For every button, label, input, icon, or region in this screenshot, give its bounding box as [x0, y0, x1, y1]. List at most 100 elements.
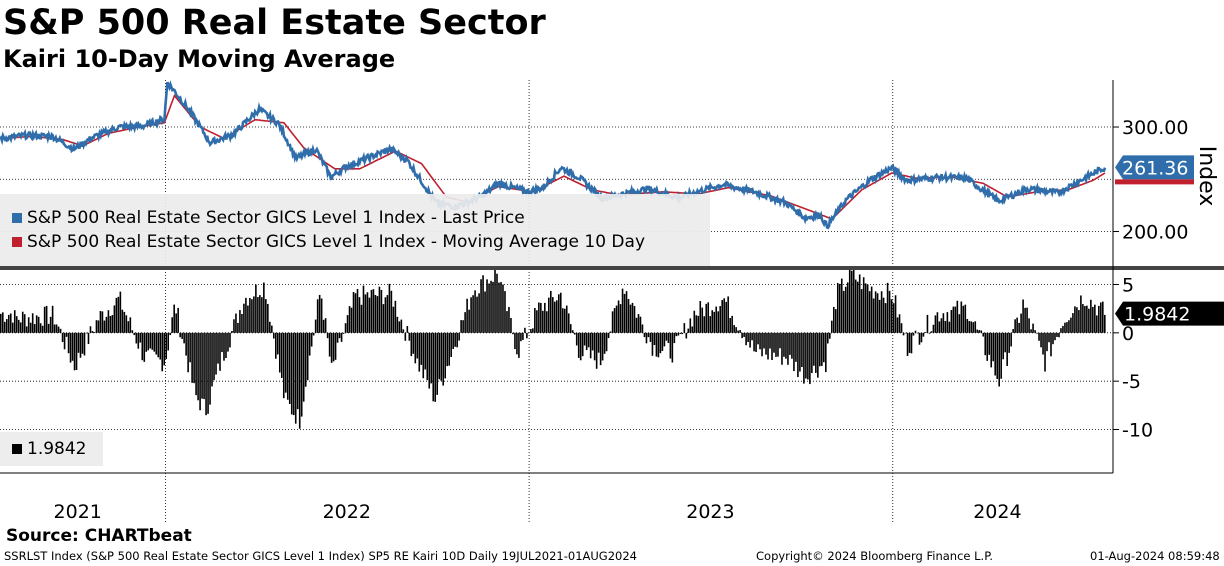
kairi-bar: [81, 332, 84, 354]
kairi-bar: [661, 332, 664, 351]
kairi-bar: [793, 332, 795, 372]
last-price-value: 261.36: [1122, 157, 1188, 179]
kairi-bar: [872, 298, 875, 333]
kairi-bar: [199, 332, 201, 411]
kairi-bar: [422, 332, 425, 379]
kairi-bar: [324, 318, 327, 333]
kairi-bar: [639, 316, 642, 333]
kairi-bar: [1068, 320, 1070, 333]
kairi-bar: [898, 314, 901, 333]
kairi-bar: [892, 303, 895, 333]
kairi-bar: [591, 332, 594, 351]
kairi-bar: [330, 332, 333, 363]
kairi-bar: [61, 332, 64, 343]
kairi-bar: [185, 332, 187, 356]
kairi-bar: [834, 309, 837, 333]
kairi-bar: [113, 305, 116, 333]
kairi-bar: [912, 332, 915, 336]
kairi-bar: [65, 332, 68, 337]
kairi-bar: [296, 332, 299, 410]
kairi-bar: [344, 323, 347, 333]
kairi-bar: [434, 332, 437, 402]
kairi-bar: [1006, 332, 1008, 366]
kairi-bar: [404, 332, 407, 341]
kairi-bar: [922, 332, 925, 337]
kairi-bar: [1032, 323, 1034, 333]
kairi-bars: [0, 268, 1106, 429]
kairi-bar: [1, 312, 4, 333]
kairi-bar: [1096, 315, 1098, 333]
kairi-bar: [1056, 332, 1058, 337]
kairi-bar: [735, 327, 737, 333]
kairi-bar: [703, 316, 706, 333]
kairi-bar: [930, 331, 933, 333]
kairi-bar: [27, 317, 30, 333]
kairi-bar: [645, 332, 648, 344]
kairi-bar: [231, 330, 233, 333]
kairi-bar: [691, 326, 694, 333]
kairi-bar: [683, 323, 686, 333]
kairi-bar: [426, 332, 429, 381]
kairi-bar: [1016, 317, 1018, 333]
kairi-bar: [747, 332, 749, 343]
kairi-bar: [151, 332, 154, 350]
kairi-bar: [1066, 322, 1068, 333]
kairi-bar: [9, 313, 12, 333]
kairi-bar: [597, 332, 600, 353]
kairi-bar: [211, 332, 213, 387]
kairi-bar: [811, 332, 813, 374]
kairi-bar: [191, 332, 193, 383]
kairi-bar: [552, 297, 554, 333]
kairi-bar: [789, 332, 791, 355]
kairi-bar: [17, 319, 20, 333]
kairi-bar: [290, 332, 293, 415]
kairi-bar: [699, 301, 702, 333]
kairi-bar: [663, 332, 666, 347]
upper-y-tick-label: 300.00: [1122, 117, 1188, 139]
kairi-bar: [783, 332, 785, 357]
kairi-bar: [655, 332, 658, 357]
kairi-bar: [1100, 302, 1102, 333]
kairi-bar: [187, 332, 189, 373]
kairi-bar: [227, 332, 229, 352]
source-label: Source: CHARTbeat: [6, 526, 192, 546]
kairi-bar: [354, 293, 357, 333]
kairi-bar: [1050, 332, 1052, 357]
kairi-bar: [862, 277, 865, 333]
kairi-bar: [1064, 322, 1066, 333]
kairi-bar: [1000, 332, 1002, 379]
x-tick-label-2022: 2022: [323, 501, 371, 523]
kairi-bar: [1026, 307, 1028, 333]
kairi-bar: [165, 332, 168, 360]
kairi-bar: [408, 332, 411, 341]
kairi-bar: [715, 306, 718, 333]
kairi-bar: [179, 332, 181, 338]
kairi-bar: [121, 309, 124, 333]
kairi-bar: [799, 332, 801, 372]
kairi-bar: [755, 332, 757, 352]
kairi-bar: [988, 332, 991, 355]
kairi-bar: [352, 291, 355, 333]
kairi-bar: [962, 305, 965, 333]
kairi-bar: [263, 282, 265, 333]
kairi-bar: [508, 307, 510, 333]
kairi-bar: [418, 332, 421, 372]
kairi-bar: [966, 318, 969, 333]
kairi-legend: 1.9842: [0, 432, 103, 466]
legend-item-last-price: S&P 500 Real Estate Sector GICS Level 1 …: [12, 208, 525, 228]
kairi-bar: [575, 332, 578, 346]
kairi-bar: [864, 283, 867, 333]
kairi-bar: [526, 332, 528, 339]
kairi-bar: [203, 332, 205, 400]
kairi-bar: [992, 332, 995, 362]
kairi-bar: [848, 268, 851, 333]
kairi-bar: [338, 332, 341, 339]
kairi-bar: [540, 302, 542, 333]
kairi-bar: [982, 332, 985, 337]
kairi-bar: [761, 332, 763, 357]
kairi-bar: [976, 329, 979, 333]
kairi-bar: [89, 326, 92, 333]
kairi-bar: [25, 326, 28, 333]
kairi-bar: [117, 296, 120, 333]
kairi-bar: [561, 308, 564, 333]
